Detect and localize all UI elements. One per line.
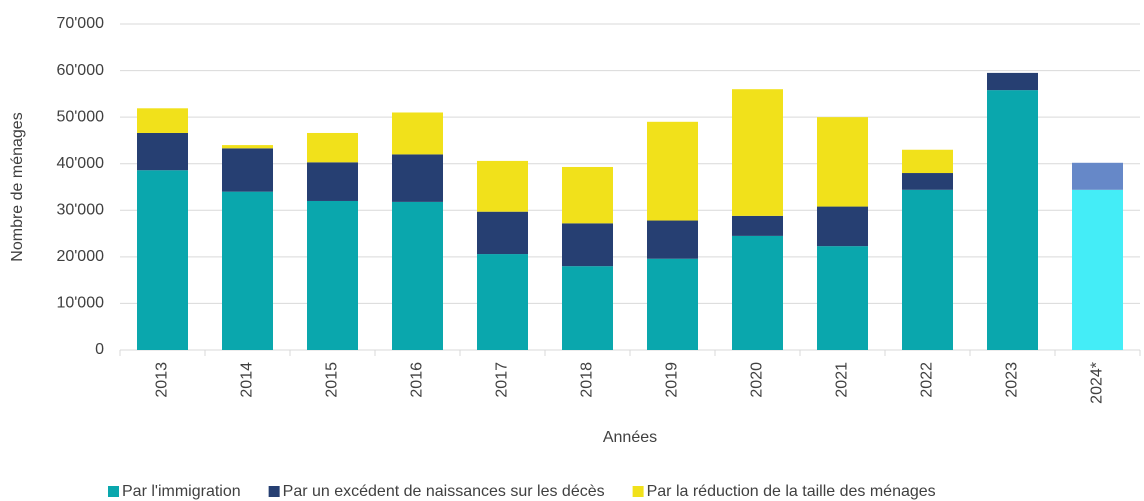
bar-segment bbox=[902, 189, 953, 350]
bar-segment bbox=[222, 148, 273, 192]
bar-segment bbox=[477, 160, 528, 212]
bar-segment bbox=[817, 206, 868, 247]
y-tick-label: 10'000 bbox=[56, 295, 104, 312]
bar-segment bbox=[222, 191, 273, 350]
y-tick-label: 30'000 bbox=[56, 202, 104, 219]
bar-segment bbox=[307, 132, 358, 163]
bar-segment bbox=[1072, 162, 1123, 190]
bar-segment bbox=[307, 200, 358, 350]
bar-segment bbox=[137, 108, 188, 133]
y-tick-label: 20'000 bbox=[56, 248, 104, 265]
bar-segment bbox=[562, 223, 613, 267]
bar-segment bbox=[222, 145, 273, 149]
y-tick-label: 70'000 bbox=[56, 15, 104, 32]
x-tick-label: 2018 bbox=[579, 362, 596, 398]
x-tick-label: 2019 bbox=[664, 362, 681, 398]
y-tick-label: 40'000 bbox=[56, 155, 104, 172]
legend-swatch bbox=[268, 486, 280, 497]
bar-segment bbox=[732, 89, 783, 216]
y-tick-label: 60'000 bbox=[56, 62, 104, 79]
bar-segment bbox=[392, 154, 443, 202]
legend-swatch bbox=[108, 486, 119, 497]
bar-segment bbox=[732, 235, 783, 350]
bar-segment bbox=[477, 254, 528, 350]
legend-label: Par la réduction de la taille des ménage… bbox=[647, 483, 936, 500]
bar-segment bbox=[137, 170, 188, 350]
y-tick-label: 50'000 bbox=[56, 108, 104, 125]
bar-segment bbox=[1072, 189, 1123, 350]
bar-segment bbox=[732, 215, 783, 236]
x-tick-label: 2015 bbox=[324, 362, 341, 398]
bar-segment bbox=[562, 166, 613, 224]
legend-label: Par un excédent de naissances sur les dé… bbox=[283, 483, 605, 500]
bar-segment bbox=[987, 72, 1038, 91]
bar-segment bbox=[902, 173, 953, 190]
bar-segment bbox=[137, 132, 188, 171]
y-tick-label: 0 bbox=[95, 341, 104, 358]
y-axis-title: Nombre de ménages bbox=[9, 112, 26, 261]
x-tick-label: 2013 bbox=[154, 362, 171, 398]
bar-segment bbox=[987, 90, 1038, 350]
bar-segment bbox=[477, 211, 528, 255]
bar-segment bbox=[647, 121, 698, 221]
x-tick-label: 2020 bbox=[749, 362, 766, 398]
x-axis-title: Années bbox=[603, 429, 657, 446]
legend-label: Par l'immigration bbox=[122, 483, 241, 500]
legend-swatch bbox=[632, 486, 644, 497]
bar-segment bbox=[902, 149, 953, 174]
x-tick-label: 2021 bbox=[834, 362, 851, 398]
bar-segment bbox=[392, 112, 443, 155]
x-tick-label: 2022 bbox=[919, 362, 936, 398]
bar-segment bbox=[307, 162, 358, 201]
x-tick-label: 2024* bbox=[1089, 362, 1106, 404]
x-tick-label: 2016 bbox=[409, 362, 426, 398]
x-tick-label: 2017 bbox=[494, 362, 511, 398]
bar-segment bbox=[647, 220, 698, 259]
bar-segment bbox=[562, 266, 613, 350]
x-tick-label: 2023 bbox=[1004, 362, 1021, 398]
bar-segment bbox=[647, 258, 698, 350]
bar-segment bbox=[817, 246, 868, 350]
bar-segment bbox=[392, 201, 443, 350]
x-tick-label: 2014 bbox=[239, 362, 256, 398]
bar-segment bbox=[817, 117, 868, 207]
